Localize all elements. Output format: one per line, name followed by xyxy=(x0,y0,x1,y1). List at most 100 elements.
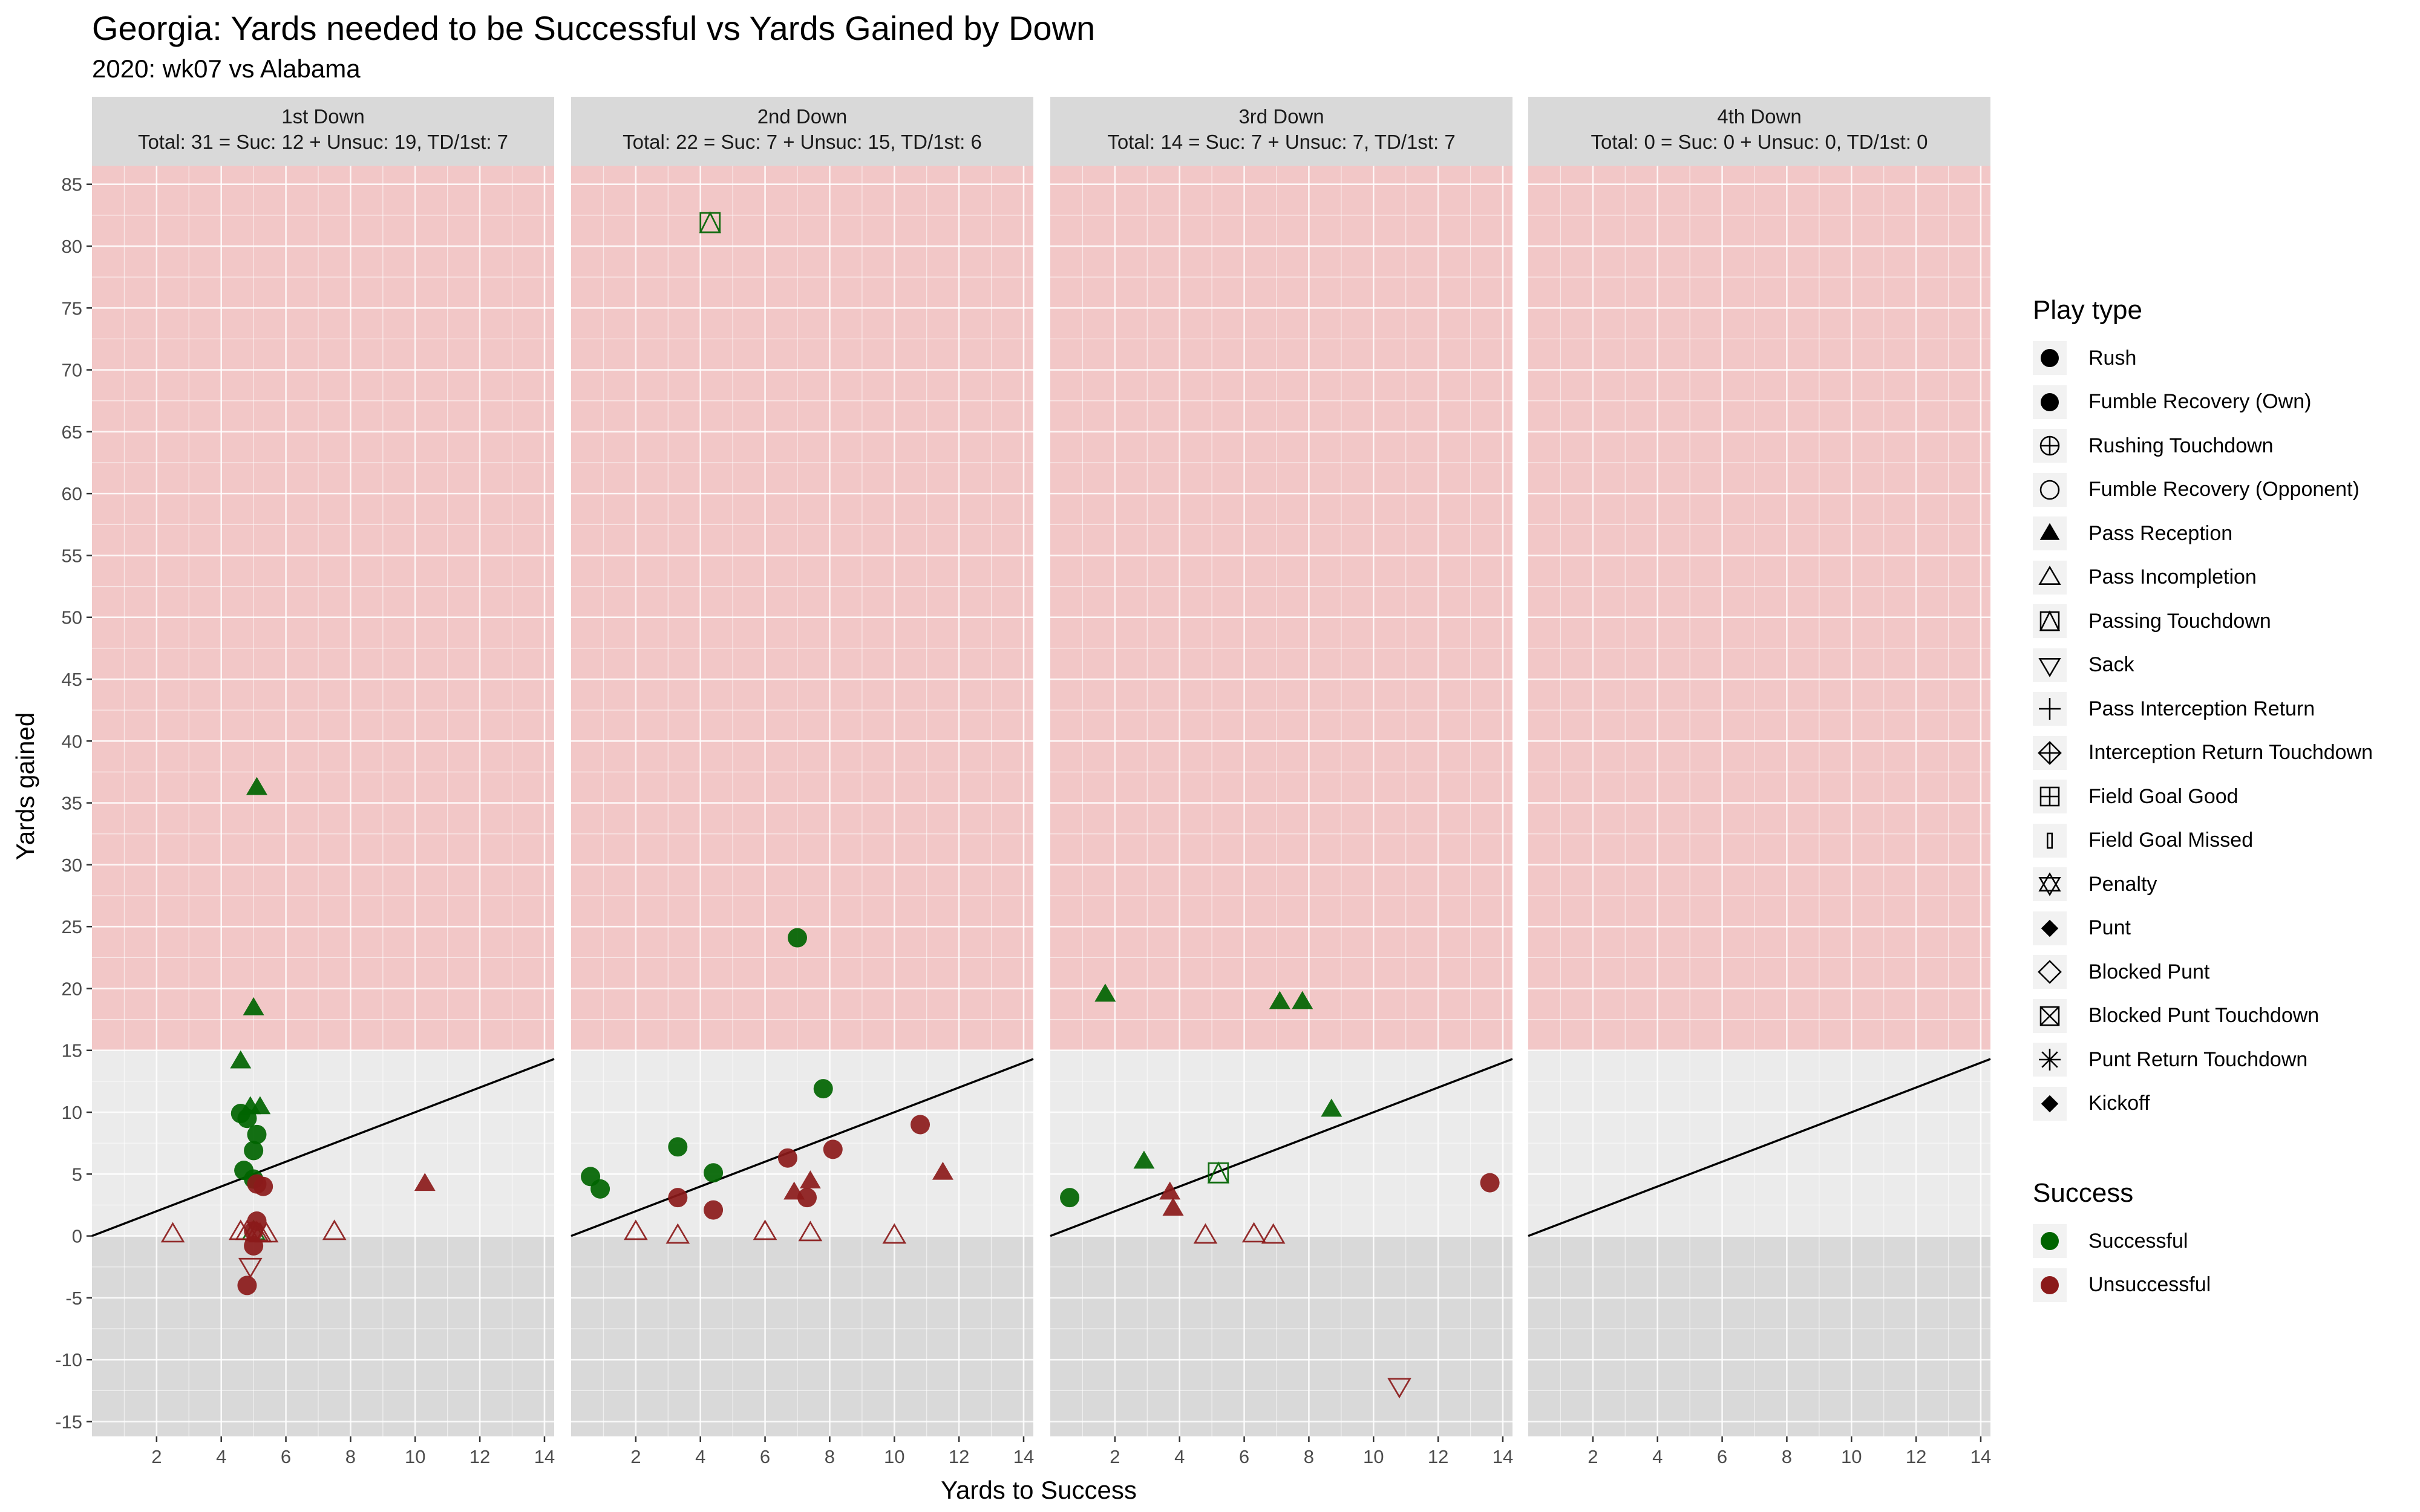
x-tick-label: 14 xyxy=(1013,1446,1034,1467)
legend-key-icon-glyph xyxy=(2041,1232,2059,1251)
facet-strip-summary: Total: 22 = Suc: 7 + Unsuc: 15, TD/1st: … xyxy=(623,131,982,153)
x-tick-label: 8 xyxy=(1304,1446,1314,1467)
data-point xyxy=(1133,1150,1155,1169)
x-tick-label: 6 xyxy=(281,1446,291,1467)
data-point xyxy=(823,1139,843,1159)
y-tick-label: 20 xyxy=(62,978,82,999)
legend-item: Pass Reception xyxy=(2033,512,2373,556)
x-tick-label: 2 xyxy=(630,1446,641,1467)
legend-item-label: Kickoff xyxy=(2088,1092,2150,1115)
legend-item-label: Field Goal Missed xyxy=(2088,829,2254,852)
reference-line xyxy=(1050,1058,1513,1237)
x-tick-label: 14 xyxy=(534,1446,555,1467)
reference-line xyxy=(91,1058,555,1237)
legend-item-label: Blocked Punt xyxy=(2088,960,2210,983)
legend-key-icon xyxy=(2033,911,2067,945)
y-axis-title: Yards gained xyxy=(11,712,39,860)
data-point xyxy=(911,1115,930,1135)
x-tick-label: 12 xyxy=(469,1446,490,1467)
band-big-play xyxy=(571,166,1033,1051)
data-point xyxy=(160,1222,185,1243)
legend-key-icon-glyph xyxy=(2038,872,2061,897)
legend-key-icon xyxy=(2033,955,2067,989)
data-point xyxy=(1207,1161,1230,1184)
x-axis-title: Yards to Success xyxy=(941,1476,1137,1504)
data-point xyxy=(704,1200,724,1220)
legend-item-label: Rushing Touchdown xyxy=(2088,434,2274,457)
legend-play-type: Play type Rush Fumble Recovery (Own) Rushi… xyxy=(2033,295,2373,1126)
y-tick-label: 30 xyxy=(62,855,82,876)
y-tick-label: -10 xyxy=(55,1349,82,1370)
facet-strip-summary: Total: 31 = Suc: 12 + Unsuc: 19, TD/1st:… xyxy=(138,131,508,153)
legend-key-icon-glyph xyxy=(2038,960,2062,985)
legend-item-label: Successful xyxy=(2088,1229,2188,1253)
data-point xyxy=(1321,1098,1342,1117)
legend-key-icon xyxy=(2033,692,2067,726)
legend-key-icon-glyph xyxy=(2039,1006,2060,1026)
legend-item: Blocked Punt xyxy=(2033,950,2373,994)
legend-item-label: Punt xyxy=(2088,916,2131,940)
y-tick-label: 65 xyxy=(62,422,82,443)
y-tick-label: 55 xyxy=(62,545,82,566)
data-point xyxy=(1241,1222,1266,1243)
legend-item: Punt Return Touchdown xyxy=(2033,1038,2373,1082)
data-point xyxy=(699,211,721,233)
legend-key-icon xyxy=(2033,472,2067,507)
data-point xyxy=(1292,991,1313,1009)
data-point xyxy=(1269,991,1290,1009)
data-point xyxy=(787,928,807,948)
facet-panel-1: 1st Down Total: 31 = Suc: 12 + Unsuc: 19,… xyxy=(91,97,555,1467)
legend-key-icon-glyph xyxy=(2038,740,2062,765)
legend-key-icon xyxy=(2033,823,2067,858)
legend-key-icon-glyph xyxy=(2041,393,2059,411)
chart-subtitle: 2020: wk07 vs Alabama xyxy=(92,54,361,83)
legend-success-items: Successful Unsuccessful xyxy=(2033,1219,2211,1307)
facet-strip xyxy=(571,97,1033,166)
data-point xyxy=(243,997,264,1015)
data-point xyxy=(1387,1378,1411,1399)
data-point xyxy=(238,1257,263,1279)
legend-key-icon-glyph xyxy=(2039,1049,2061,1071)
x-tick-label: 10 xyxy=(1841,1446,1862,1467)
legend-item: Fumble Recovery (Own) xyxy=(2033,380,2373,425)
legend-item-label: Interception Return Touchdown xyxy=(2088,741,2373,764)
facet-strip-title: 4th Down xyxy=(1717,105,1801,128)
reference-line xyxy=(571,1058,1034,1237)
facet-strip-summary: Total: 0 = Suc: 0 + Unsuc: 0, TD/1st: 0 xyxy=(1591,131,1928,153)
legend-key-icon xyxy=(2033,385,2067,419)
x-tick-label: 14 xyxy=(1493,1446,1513,1467)
data-point xyxy=(813,1079,833,1099)
reference-line xyxy=(1528,1058,1991,1237)
y-tick-label: 40 xyxy=(62,731,82,752)
faceted-scatter-plot: Yards to Success Yards gained -15 -10 -5 0 5… xyxy=(11,97,1991,1504)
y-tick-label: 45 xyxy=(62,669,82,690)
data-point xyxy=(623,1219,648,1240)
y-tick-label: -5 xyxy=(65,1288,82,1309)
y-tick-label: 50 xyxy=(62,607,82,628)
legend-key-icon xyxy=(2033,648,2067,682)
band-big-play xyxy=(92,166,554,1051)
legend-key-icon xyxy=(2033,516,2067,551)
facet-panel-3: 3rd Down Total: 14 = Suc: 7 + Unsuc: 7, T… xyxy=(1050,97,1513,1467)
data-point xyxy=(1060,1188,1080,1208)
legend-item-label: Punt Return Touchdown xyxy=(2088,1048,2308,1071)
data-point xyxy=(1162,1198,1184,1216)
legend-key-icon xyxy=(2033,341,2067,376)
facet-panel-4: 4th Down Total: 0 = Suc: 0 + Unsuc: 0, TD… xyxy=(1528,97,1991,1467)
facet-strip-title: 1st Down xyxy=(281,105,365,128)
y-tick-label: 80 xyxy=(62,236,82,257)
legend-item: Successful xyxy=(2033,1219,2211,1263)
legend-item: Field Goal Good xyxy=(2033,775,2373,819)
data-point xyxy=(590,1179,610,1199)
band-big-play xyxy=(1528,166,1990,1051)
data-point xyxy=(666,1223,690,1244)
legend-item: Rushing Touchdown xyxy=(2033,424,2373,468)
y-tick-label: 5 xyxy=(72,1164,82,1185)
legend-item-label: Pass Incompletion xyxy=(2088,565,2257,589)
legend-key-icon xyxy=(2033,560,2067,595)
facet-strip xyxy=(1050,97,1512,166)
legend-item: Punt xyxy=(2033,907,2373,951)
legend-key-icon xyxy=(2033,780,2067,814)
chart-title: Georgia: Yards needed to be Successful v… xyxy=(92,9,1096,47)
data-point xyxy=(230,1050,252,1069)
